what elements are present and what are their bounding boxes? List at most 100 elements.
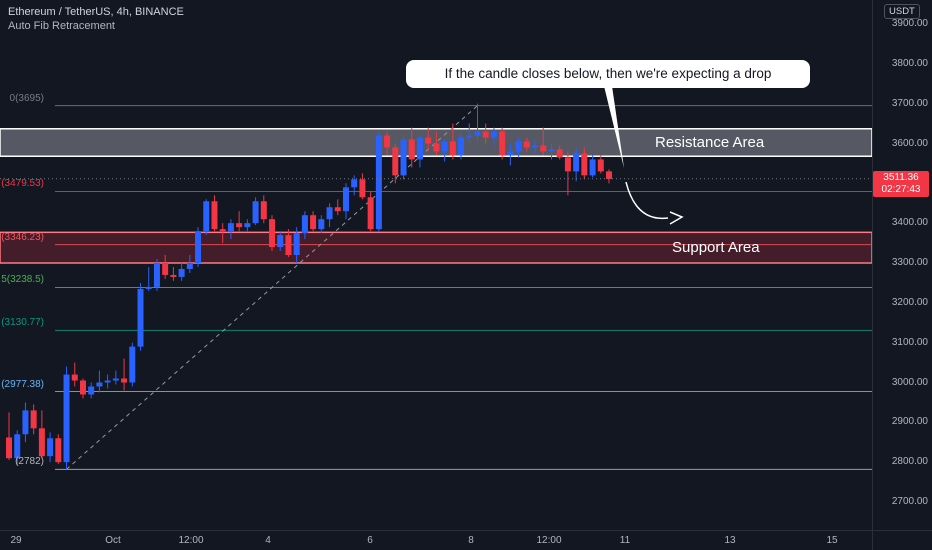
resistance-area-label: Resistance Area <box>655 134 765 151</box>
candle-body <box>540 145 547 152</box>
candle-body <box>367 197 374 230</box>
candle-body <box>449 141 456 156</box>
candle-body <box>589 159 596 176</box>
price-scale-separator <box>872 0 873 550</box>
candle-body <box>573 153 580 172</box>
symbol-title[interactable]: Ethereum / TetherUS, 4h, BINANCE <box>8 6 184 18</box>
time-tick-label: 8 <box>468 535 474 546</box>
candle-body <box>30 410 37 429</box>
candle-body <box>137 288 144 347</box>
time-tick-label: 4 <box>265 535 271 546</box>
candle-body <box>490 131 497 138</box>
candle-body <box>211 201 218 230</box>
fib-label: (2977.38) <box>1 378 44 390</box>
price-tick-label: 3700.00 <box>891 97 928 109</box>
candle-countdown: 02:27:43 <box>881 184 921 195</box>
candle-body <box>6 437 12 459</box>
candle-body <box>310 215 317 230</box>
price-tick-label: 3100.00 <box>891 336 928 348</box>
fib-label: (3479.53) <box>1 178 44 190</box>
price-tick-label: 3400.00 <box>891 217 928 229</box>
candle-body <box>334 207 341 212</box>
candle-body <box>178 268 185 277</box>
currency-unit-badge[interactable]: USDT <box>884 4 920 19</box>
candle-body <box>482 131 489 138</box>
candle-body <box>170 274 177 277</box>
candle-body <box>145 286 152 289</box>
candle-body <box>342 187 349 212</box>
candle-body <box>47 438 54 457</box>
candle-body <box>55 438 62 463</box>
candle-body <box>532 145 539 148</box>
candle-body <box>121 378 128 383</box>
candle-body <box>22 410 29 435</box>
candle-body <box>425 137 432 144</box>
candle-body <box>416 137 423 160</box>
fib-label: 0(3695) <box>9 92 44 104</box>
candle-body <box>523 141 530 148</box>
callout-pointer <box>604 86 624 168</box>
candle-body <box>112 378 119 381</box>
candle-body <box>515 141 522 152</box>
time-scale-separator <box>0 530 932 531</box>
candle-body <box>458 137 465 156</box>
candle-body <box>203 201 210 232</box>
fib-label: (3130.77) <box>1 317 44 329</box>
drop-arrow-head <box>669 211 684 225</box>
candle-body <box>408 139 415 160</box>
candle-body <box>441 141 448 152</box>
candle-body <box>507 151 514 156</box>
time-tick-label: 12:00 <box>178 535 204 546</box>
candle-body <box>244 223 251 228</box>
time-tick-label: 12:00 <box>536 535 562 546</box>
candle-body <box>293 233 300 256</box>
time-tick-label: 6 <box>367 535 373 546</box>
price-tick-label: 2700.00 <box>891 496 928 507</box>
candle-body <box>318 219 325 230</box>
candle-body <box>227 223 234 232</box>
candle-body <box>277 235 284 248</box>
candle-body <box>96 382 103 387</box>
candle-body <box>392 147 399 176</box>
time-tick-label: 13 <box>724 535 736 546</box>
candle-body <box>71 374 78 381</box>
candle-body <box>63 374 70 463</box>
candle-body <box>260 201 267 220</box>
candle-body <box>219 229 226 232</box>
candle-body <box>359 179 366 198</box>
price-tick-label: 2800.00 <box>891 456 928 468</box>
candle-body <box>38 428 45 457</box>
time-tick-label: Oct <box>105 535 121 546</box>
candle-body <box>606 171 612 179</box>
fib-trend-dashed-line <box>66 105 478 470</box>
price-tick-label: 3300.00 <box>891 257 928 268</box>
candle-body <box>79 380 86 395</box>
candle-body <box>581 153 588 176</box>
candle-body <box>236 223 243 228</box>
indicator-title[interactable]: Auto Fib Retracement <box>8 20 115 32</box>
price-tick-label: 3000.00 <box>891 376 928 388</box>
candle-body <box>252 201 259 224</box>
support-zone <box>0 231 873 264</box>
candle-body <box>466 135 473 138</box>
candle-body <box>351 179 358 188</box>
candle-body <box>104 380 111 383</box>
candles-layer <box>6 103 612 470</box>
fib-trend-line <box>66 105 478 470</box>
candle-body <box>326 207 333 220</box>
candle-body <box>186 263 193 269</box>
candle-body <box>597 159 604 172</box>
candle-body <box>269 219 276 248</box>
time-tick-label: 11 <box>619 535 631 546</box>
candle-body <box>162 263 169 275</box>
candle-body <box>499 131 506 156</box>
price-tick-label: 3800.00 <box>891 57 928 69</box>
current-price-value: 3511.36 <box>883 172 919 183</box>
fib-label: (2782) <box>15 456 44 468</box>
candle-body <box>301 215 308 234</box>
candle-body <box>384 135 391 148</box>
candle-body <box>129 346 136 383</box>
candle-body <box>14 434 21 459</box>
candle-body <box>474 131 481 136</box>
